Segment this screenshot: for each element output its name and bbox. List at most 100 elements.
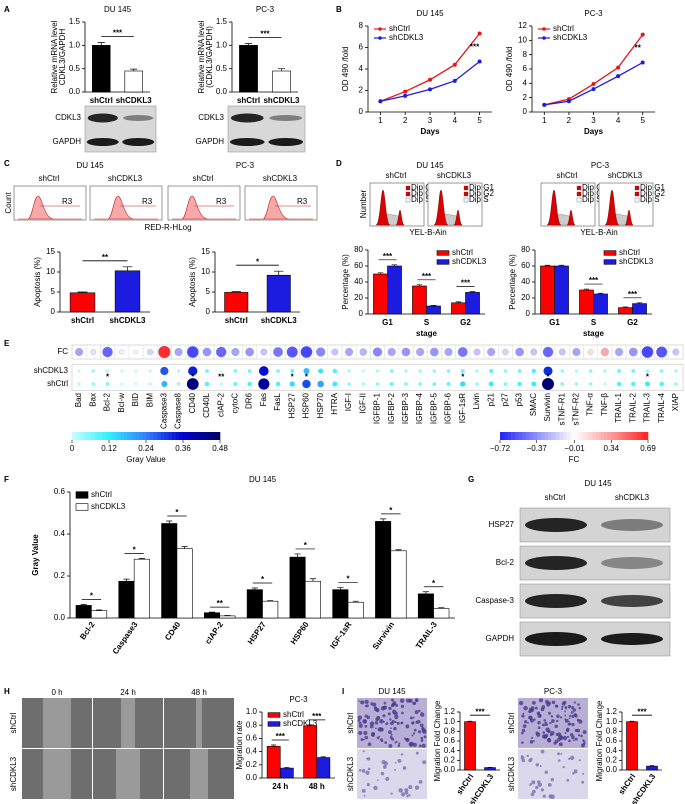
cycle-xlabel: YEL-B-Ain bbox=[580, 228, 617, 237]
transwell-cell bbox=[571, 722, 575, 727]
x-tick-label: HTRA bbox=[330, 392, 339, 414]
error-bar bbox=[352, 600, 359, 603]
x-tick-label: CD40 bbox=[163, 620, 182, 642]
transwell-cell bbox=[357, 719, 361, 722]
transwell-cell bbox=[358, 768, 362, 772]
x-tick-label: Caspase3 bbox=[159, 392, 168, 429]
cycle-g1-peak bbox=[433, 189, 449, 226]
error-bar bbox=[307, 724, 313, 726]
error-bar bbox=[122, 266, 133, 271]
transwell-cell bbox=[568, 721, 571, 723]
transwell-cell bbox=[569, 714, 572, 718]
flow-histogram bbox=[172, 195, 236, 220]
scratch-row: shCtrl bbox=[9, 712, 18, 733]
scratch-column: 48 h bbox=[191, 688, 207, 697]
error-bar bbox=[274, 270, 284, 276]
colorbar-cell bbox=[131, 432, 136, 440]
transwell-cell bbox=[412, 732, 416, 735]
colorbar-tick-label: −0.37 bbox=[527, 444, 548, 453]
transwell-cell bbox=[415, 699, 418, 703]
significance-label: * bbox=[191, 373, 195, 382]
significance-label: * bbox=[346, 575, 350, 584]
colorbar-cell bbox=[164, 432, 169, 440]
colorbar-cell bbox=[636, 432, 641, 440]
blot-band bbox=[87, 113, 118, 123]
colorbar-cell bbox=[216, 432, 221, 440]
y-tick-label: 80 bbox=[521, 245, 530, 254]
cycle-g2-peak bbox=[453, 209, 463, 226]
transwell-cell bbox=[398, 788, 403, 793]
y-tick-label: 2 bbox=[523, 93, 528, 102]
fc-dot bbox=[300, 346, 313, 358]
x-tick-label: 3 bbox=[428, 116, 433, 125]
legend-label: shCDKL3 bbox=[553, 33, 588, 42]
y-tick-label: 0 bbox=[523, 107, 528, 116]
gray-value-dot bbox=[659, 369, 664, 373]
transwell-cell bbox=[423, 735, 427, 739]
transwell-cell bbox=[542, 723, 545, 727]
error-bar bbox=[96, 609, 103, 611]
gray-value-dot bbox=[188, 366, 198, 376]
bar bbox=[69, 292, 96, 313]
transwell-cell bbox=[559, 716, 563, 719]
scratch-gap bbox=[116, 749, 140, 799]
transwell-cell bbox=[544, 770, 548, 774]
gray-value-dot bbox=[134, 369, 138, 373]
scratch-gap bbox=[121, 698, 135, 748]
error-bar bbox=[138, 558, 145, 560]
significance-label: ** bbox=[102, 253, 109, 262]
colorbar-cell bbox=[105, 432, 110, 440]
transwell-cell bbox=[547, 737, 551, 742]
colorbar-cell bbox=[116, 432, 121, 440]
gray-value-dot bbox=[446, 369, 451, 373]
bar bbox=[417, 593, 434, 619]
significance-label: *** bbox=[589, 276, 599, 285]
transwell-cell bbox=[564, 707, 568, 710]
blot-band bbox=[123, 115, 154, 121]
legend-key bbox=[436, 259, 450, 265]
bar bbox=[204, 612, 221, 619]
transwell-cell bbox=[399, 698, 405, 703]
transwell-cell bbox=[388, 743, 393, 748]
bar bbox=[554, 265, 569, 315]
gray-value-dot bbox=[617, 369, 622, 373]
x-tick-label: CD40 bbox=[188, 392, 197, 413]
transwell-cell bbox=[522, 712, 525, 715]
cycle-legend-label: Dip G1 bbox=[640, 183, 665, 192]
transwell-cell bbox=[385, 777, 390, 781]
gray-value-dot bbox=[219, 382, 223, 386]
fc-dot bbox=[444, 347, 453, 357]
gray-value-dot bbox=[91, 382, 96, 386]
x-tick-label: shCtrl bbox=[455, 772, 476, 796]
colorbar-cell bbox=[500, 432, 504, 440]
transwell-cell bbox=[527, 721, 529, 724]
colorbar-cell bbox=[101, 432, 106, 440]
transwell-cell bbox=[362, 738, 365, 741]
blot-band bbox=[601, 633, 663, 645]
x-tick-label: TRAIL-3 bbox=[414, 620, 439, 651]
bar bbox=[92, 45, 111, 93]
x-tick-label: TRAIL-1 bbox=[614, 392, 623, 422]
x-tick-label: G2 bbox=[627, 318, 638, 327]
colorbar-cell bbox=[507, 432, 512, 440]
colorbar-cell bbox=[559, 432, 564, 440]
y-tick-label: 6 bbox=[359, 43, 364, 52]
transwell-cell bbox=[374, 721, 379, 725]
transwell-cell bbox=[418, 709, 421, 713]
transwell-cell bbox=[554, 724, 558, 729]
flow-histogram bbox=[249, 195, 313, 220]
error-bar bbox=[208, 611, 216, 613]
gray-value-dot bbox=[588, 382, 593, 386]
y-tick-label: 40 bbox=[354, 277, 363, 286]
fc-dot bbox=[572, 347, 581, 357]
scratch-gap bbox=[190, 749, 208, 799]
colorbar-label: Gray Value bbox=[126, 455, 166, 464]
colorbar-cell bbox=[503, 432, 508, 440]
y-tick-label: 4 bbox=[359, 64, 364, 73]
colorbar-cell bbox=[588, 432, 593, 440]
panel-label: G bbox=[468, 475, 474, 484]
fc-dot bbox=[401, 347, 411, 357]
x-tick-label: cIAP-2 bbox=[203, 620, 225, 646]
y-tick-label: 1.0 bbox=[69, 40, 81, 49]
